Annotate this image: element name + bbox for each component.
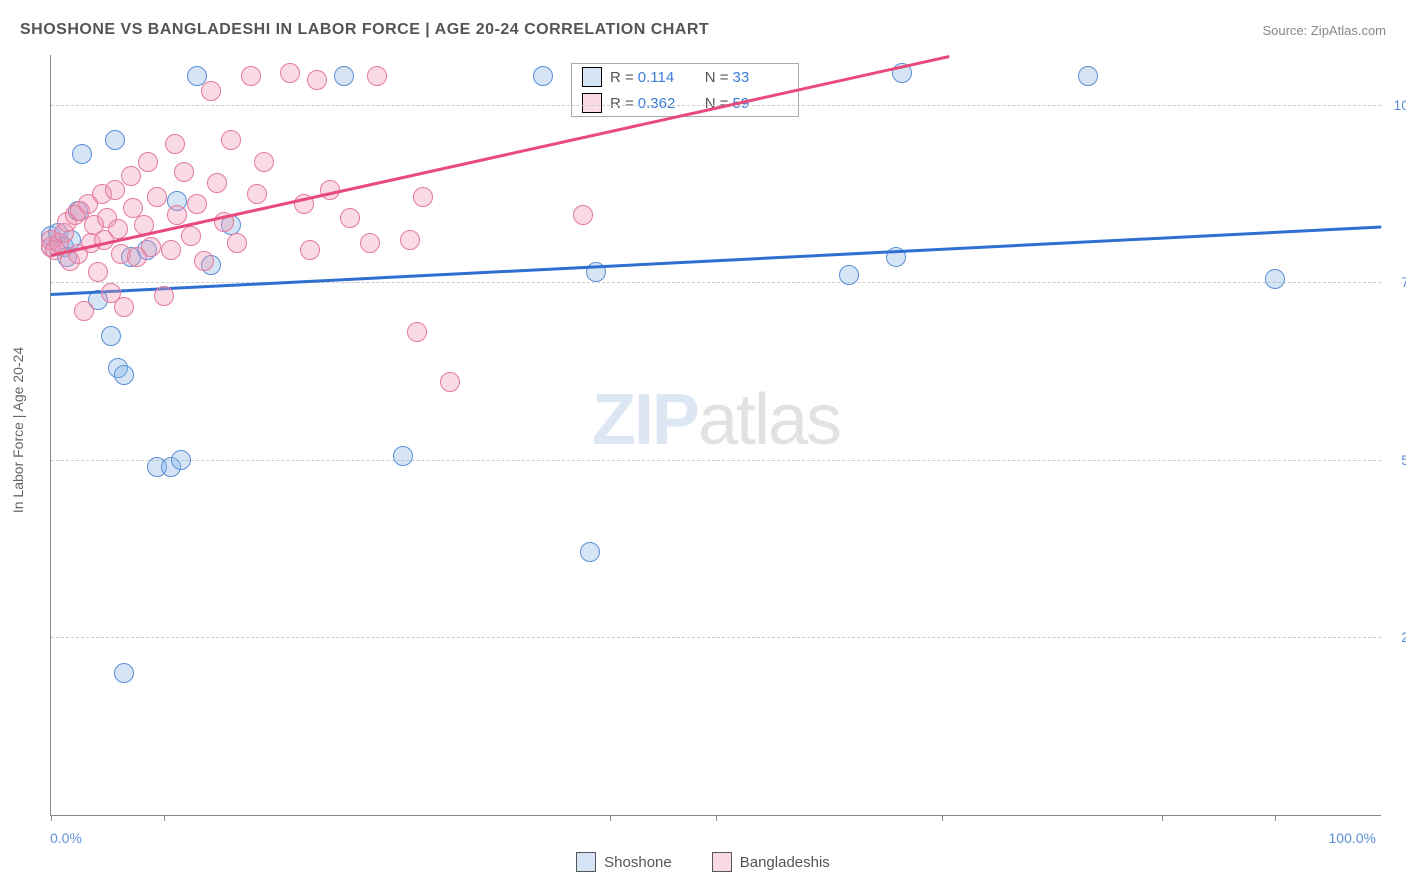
gridline-h: [51, 637, 1381, 638]
point-bangladeshi: [221, 130, 241, 150]
title-bar: SHOSHONE VS BANGLADESHI IN LABOR FORCE |…: [0, 0, 1406, 60]
point-bangladeshi: [121, 166, 141, 186]
point-bangladeshi: [440, 372, 460, 392]
point-bangladeshi: [141, 237, 161, 257]
plot-area: ZIPatlas R = 0.114 N = 33 R = 0.362 N = …: [50, 55, 1381, 816]
point-shoshone: [580, 542, 600, 562]
r-label-a: R =: [610, 69, 634, 86]
gridline-h: [51, 460, 1381, 461]
point-bangladeshi: [194, 251, 214, 271]
point-bangladeshi: [167, 205, 187, 225]
point-bangladeshi: [280, 63, 300, 83]
point-bangladeshi: [181, 226, 201, 246]
stats-swatch-b: [582, 93, 602, 113]
point-bangladeshi: [241, 66, 261, 86]
point-bangladeshi: [360, 233, 380, 253]
point-shoshone: [1265, 269, 1285, 289]
legend-swatch-b: [712, 852, 732, 872]
x-tick: [716, 815, 717, 821]
point-bangladeshi: [247, 184, 267, 204]
point-shoshone: [393, 446, 413, 466]
point-bangladeshi: [400, 230, 420, 250]
x-axis-min-label: 0.0%: [50, 830, 82, 846]
point-shoshone: [72, 144, 92, 164]
point-bangladeshi: [105, 180, 125, 200]
legend-swatch-a: [576, 852, 596, 872]
x-tick: [51, 815, 52, 821]
watermark: ZIPatlas: [592, 379, 840, 461]
point-bangladeshi: [227, 233, 247, 253]
stats-row-b: R = 0.362 N = 59: [572, 90, 798, 116]
stats-row-a: R = 0.114 N = 33: [572, 64, 798, 90]
point-bangladeshi: [300, 240, 320, 260]
point-shoshone: [114, 663, 134, 683]
r-value-b: 0.362: [638, 95, 693, 112]
point-bangladeshi: [207, 173, 227, 193]
stats-swatch-a: [582, 67, 602, 87]
point-bangladeshi: [147, 187, 167, 207]
point-bangladeshi: [340, 208, 360, 228]
point-bangladeshi: [367, 66, 387, 86]
point-shoshone: [839, 265, 859, 285]
legend-item-b: Bangladeshis: [712, 852, 830, 872]
legend: Shoshone Bangladeshis: [0, 852, 1406, 872]
point-shoshone: [101, 326, 121, 346]
x-tick: [610, 815, 611, 821]
point-bangladeshi: [174, 162, 194, 182]
point-bangladeshi: [201, 81, 221, 101]
point-bangladeshi: [108, 219, 128, 239]
point-bangladeshi: [254, 152, 274, 172]
watermark-atlas: atlas: [698, 380, 840, 460]
legend-item-a: Shoshone: [576, 852, 672, 872]
point-bangladeshi: [307, 70, 327, 90]
y-axis-title: In Labor Force | Age 20-24: [10, 347, 26, 513]
r-label-b: R =: [610, 95, 634, 112]
r-value-a: 0.114: [638, 69, 693, 86]
x-tick: [1162, 815, 1163, 821]
chart-title: SHOSHONE VS BANGLADESHI IN LABOR FORCE |…: [20, 21, 709, 39]
y-tick-label: 50.0%: [1401, 452, 1406, 468]
trendline-shoshone: [51, 225, 1381, 295]
x-axis-max-label: 100.0%: [1329, 830, 1376, 846]
point-shoshone: [114, 365, 134, 385]
point-bangladeshi: [88, 262, 108, 282]
point-shoshone: [334, 66, 354, 86]
y-tick-label: 25.0%: [1401, 629, 1406, 645]
point-shoshone: [171, 450, 191, 470]
x-tick: [942, 815, 943, 821]
point-bangladeshi: [114, 297, 134, 317]
point-shoshone: [105, 130, 125, 150]
point-bangladeshi: [123, 198, 143, 218]
point-bangladeshi: [74, 301, 94, 321]
y-tick-label: 75.0%: [1401, 274, 1406, 290]
point-bangladeshi: [138, 152, 158, 172]
point-shoshone: [1078, 66, 1098, 86]
stats-box: R = 0.114 N = 33 R = 0.362 N = 59: [571, 63, 799, 117]
point-bangladeshi: [413, 187, 433, 207]
x-tick: [1275, 815, 1276, 821]
trendline-bangladeshi: [51, 55, 949, 256]
point-bangladeshi: [154, 286, 174, 306]
n-label-a: N =: [705, 69, 729, 86]
watermark-zip: ZIP: [592, 380, 698, 460]
point-bangladeshi: [187, 194, 207, 214]
point-shoshone: [533, 66, 553, 86]
x-tick: [164, 815, 165, 821]
legend-label-a: Shoshone: [604, 854, 672, 871]
point-bangladeshi: [573, 205, 593, 225]
point-bangladeshi: [165, 134, 185, 154]
legend-label-b: Bangladeshis: [740, 854, 830, 871]
point-bangladeshi: [407, 322, 427, 342]
point-bangladeshi: [161, 240, 181, 260]
y-tick-label: 100.0%: [1394, 97, 1406, 113]
source-label: Source: ZipAtlas.com: [1262, 23, 1386, 38]
n-value-a: 33: [733, 69, 788, 86]
